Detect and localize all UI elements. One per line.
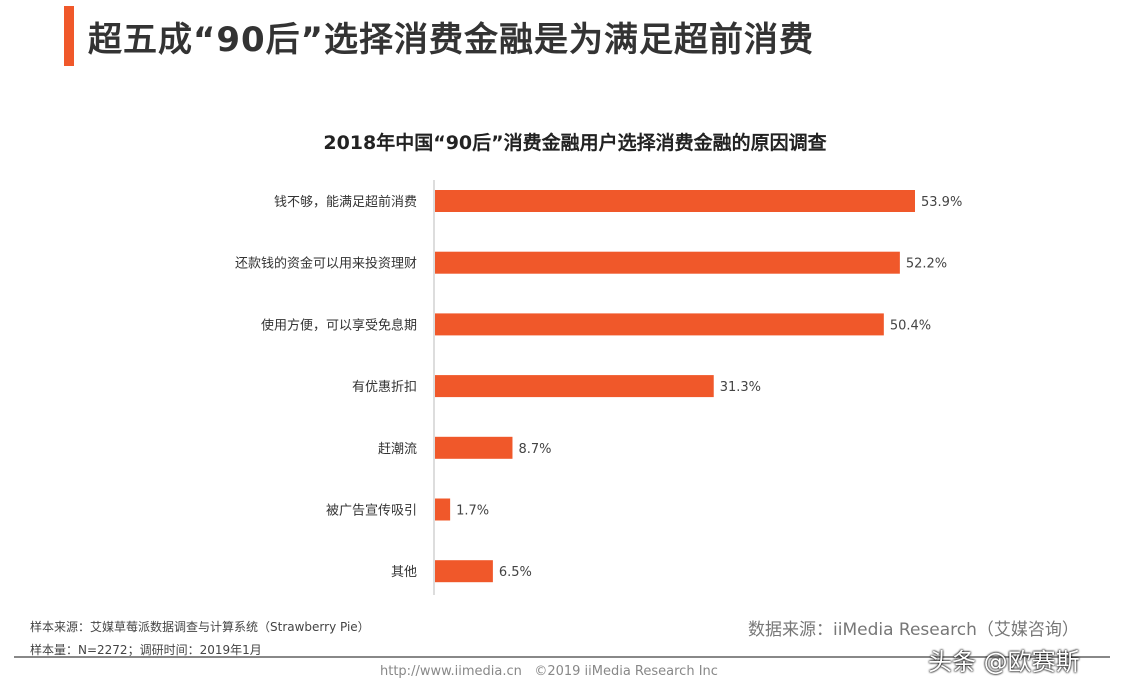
data-label: 50.4% (890, 318, 931, 333)
bar (435, 190, 915, 212)
bar (435, 436, 513, 459)
bar (435, 375, 714, 398)
bar (435, 313, 884, 336)
page-title: 超五成“90后”选择消费金融是为满足超前消费 (88, 20, 815, 60)
data-label: 6.5% (499, 565, 532, 580)
data-label: 8.7% (518, 442, 551, 457)
bar (435, 251, 900, 274)
footer-divider (14, 656, 1110, 658)
bar (435, 560, 493, 583)
data-source: 数据来源：iiMedia Research（艾媒咨询） (748, 620, 1079, 640)
bar (435, 498, 451, 521)
sample-source: 样本来源：艾媒草莓派数据调查与计算系统（Strawberry Pie） (30, 620, 370, 634)
title-accent-bar (64, 6, 74, 66)
watermark: 头条 @欧赛斯 (928, 648, 1080, 676)
category-label: 赶潮流 (378, 442, 417, 457)
category-label: 其他 (391, 565, 417, 580)
footer-url-row: http://www.iimedia.cn ©2019 iiMedia Rese… (380, 664, 718, 679)
category-label: 钱不够，能满足超前消费 (274, 194, 417, 210)
url[interactable]: http://www.iimedia.cn (380, 664, 522, 679)
category-label: 还款钱的资金可以用来投资理财 (235, 256, 417, 272)
category-label: 被广告宣传吸引 (326, 503, 417, 519)
data-label: 52.2% (906, 257, 947, 272)
copyright: ©2019 iiMedia Research Inc (534, 664, 718, 679)
sample-size: 样本量：N=2272；调研时间：2019年1月 (30, 643, 262, 657)
data-label: 1.7% (456, 504, 489, 519)
data-label: 53.9% (921, 195, 962, 210)
data-label: 31.3% (720, 380, 761, 395)
category-label: 有优惠折扣 (352, 380, 417, 395)
chart-title: 2018年中国“90后”消费金融用户选择消费金融的原因调查 (323, 132, 827, 154)
category-label: 使用方便，可以享受免息期 (261, 317, 417, 333)
